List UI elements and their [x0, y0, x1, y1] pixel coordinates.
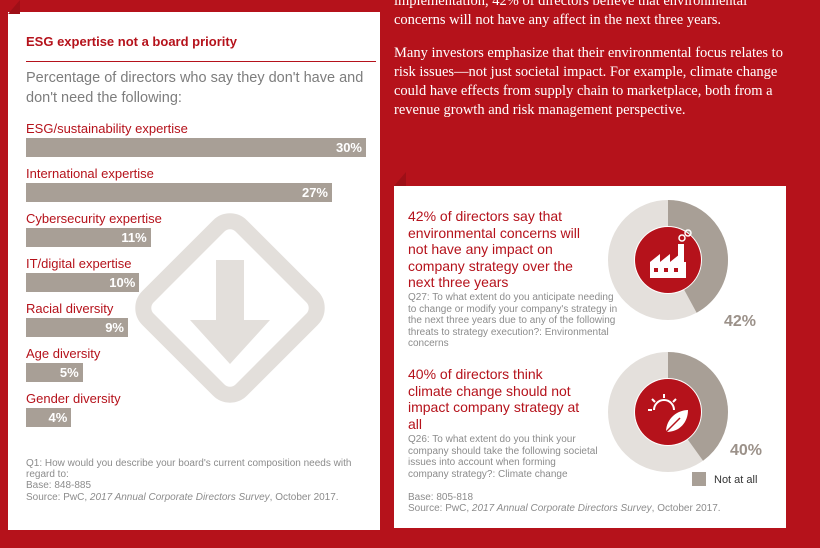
bar: 4%: [26, 408, 72, 427]
corner-notch: [8, 0, 20, 14]
bar-value-label: 11%: [121, 230, 147, 245]
bar: 30%: [26, 138, 366, 157]
donut-center: [635, 379, 701, 445]
bar-value-label: 5%: [59, 365, 79, 380]
bar-category-label: ESG/sustainability expertise: [26, 121, 188, 136]
bar: 9%: [26, 318, 128, 337]
corner-notch: [394, 172, 406, 186]
stats-panel: 42% of directors say that environmental …: [394, 186, 786, 528]
intro-paragraph-2: Many investors emphasize that their envi…: [394, 45, 783, 118]
factory-icon: [650, 229, 692, 278]
left-source-note: Source: PwC, 2017 Annual Corporate Direc…: [26, 492, 339, 503]
donut-chart-environmental: [608, 200, 728, 320]
bar-value-label: 9%: [105, 320, 124, 335]
donut-highlight-slice: [608, 200, 728, 320]
bar-category-label: Cybersecurity expertise: [26, 211, 162, 226]
source-title: 2017 Annual Corporate Directors Survey: [89, 492, 270, 503]
intro-paragraph-1: implementation, 42% of directors believe…: [394, 0, 784, 30]
left-panel-subtitle: Percentage of directors who say they don…: [26, 70, 364, 106]
bar-category-label: IT/digital expertise: [26, 256, 132, 271]
bar-value-label: 10%: [109, 275, 136, 290]
right-base-note: Base: 805-818: [408, 492, 474, 503]
bar-category-label: Racial diversity: [26, 301, 114, 316]
stat2-headline: 40% of directors think climate change sh…: [408, 366, 580, 432]
bar-value-label: 4%: [48, 410, 68, 425]
bar-value-label: 27%: [301, 185, 328, 200]
legend-label: Not at all: [714, 474, 758, 486]
bar-category-label: Gender diversity: [26, 391, 121, 406]
source-title: 2017 Annual Corporate Directors Survey: [471, 503, 652, 514]
bar-value-label: 30%: [335, 140, 362, 155]
donut-1-percent: 42%: [724, 313, 757, 330]
bar: 11%: [26, 228, 151, 247]
intro-line-2: concerns will not have any affect in the…: [394, 12, 722, 28]
esg-expertise-panel: ESG expertise not a board priority Perce…: [8, 12, 380, 530]
bar: 5%: [26, 363, 83, 382]
stat1-headline: 42% of directors say that environmental …: [408, 208, 580, 290]
left-panel-title: ESG expertise not a board priority: [26, 34, 237, 49]
bar: 10%: [26, 273, 140, 292]
bar: 27%: [26, 183, 332, 202]
sun-leaf-icon: [648, 394, 688, 433]
donut-2-percent: 40%: [730, 442, 763, 459]
title-divider: [26, 61, 376, 62]
stat1-question: Q27: To what extent do you anticipate ne…: [408, 292, 618, 349]
bar-category-label: International expertise: [26, 166, 154, 181]
legend-swatch: [692, 472, 706, 486]
left-base-note: Base: 848-885: [26, 480, 92, 491]
donut-highlight-slice: [608, 352, 728, 472]
intro-text: implementation, 42% of directors believe…: [394, 0, 784, 134]
down-arrow-warning-icon: [135, 213, 325, 403]
source-suffix: , October 2017.: [269, 492, 339, 503]
source-prefix: Source: PwC,: [408, 503, 472, 514]
bar-category-label: Age diversity: [26, 346, 101, 361]
intro-line-1: implementation, 42% of directors believe…: [394, 0, 748, 9]
source-suffix: , October 2017.: [651, 503, 721, 514]
left-question-note: Q1: How would you describe your board's …: [26, 458, 352, 480]
donut-chart-climate: [608, 352, 728, 472]
right-source-note: Source: PwC, 2017 Annual Corporate Direc…: [408, 503, 721, 514]
stat2-question: Q26: To what extent do you think your co…: [408, 434, 598, 480]
source-prefix: Source: PwC,: [26, 492, 90, 503]
